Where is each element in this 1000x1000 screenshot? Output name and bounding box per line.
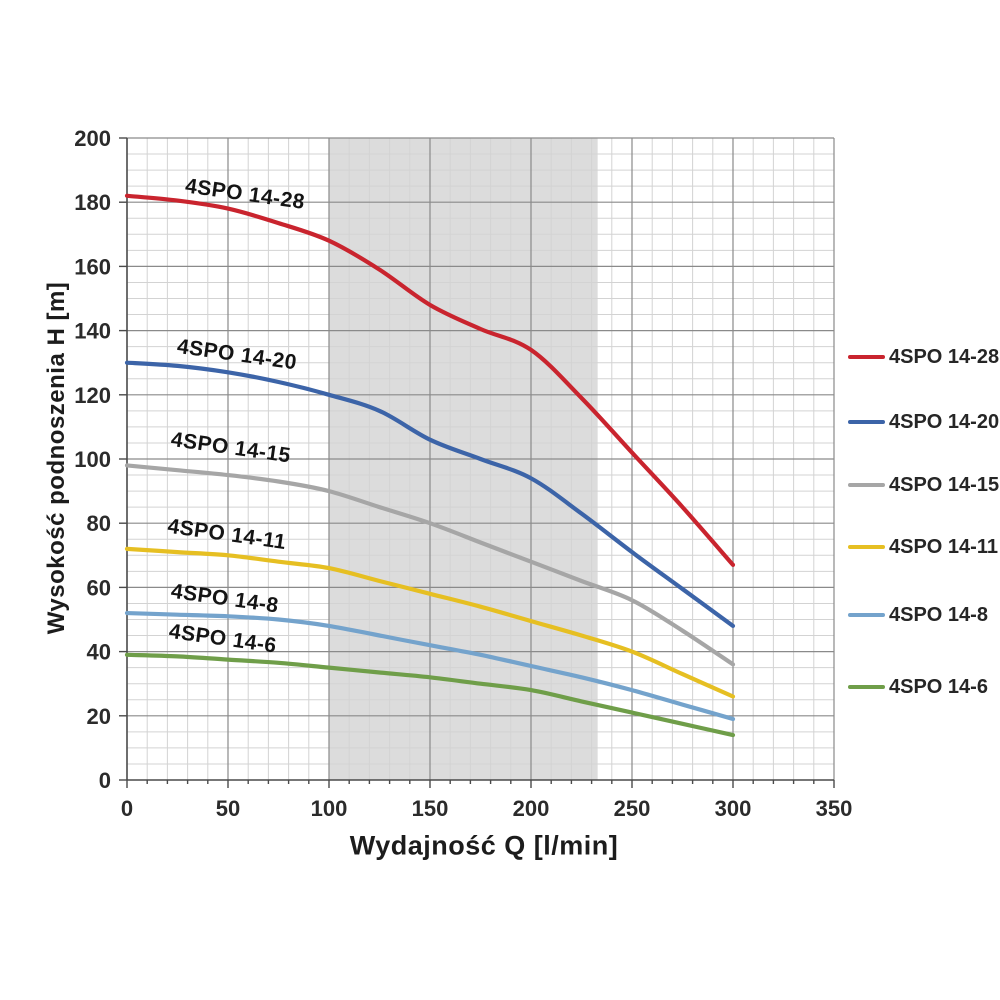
legend-label: 4SPO 14-6 — [889, 675, 988, 698]
x-axis-title: Wydajność Q [l/min] — [349, 830, 619, 861]
y-tick-label: 60 — [87, 575, 111, 600]
y-tick-label: 200 — [74, 126, 111, 151]
curve-label-4spo-14-8: 4SPO 14-8 — [170, 580, 281, 618]
curve-4spo-14-11 — [124, 546, 736, 699]
y-tick-label: 180 — [74, 190, 111, 215]
legend-swatch — [848, 355, 885, 359]
legend-swatch — [848, 483, 885, 487]
curve-label-4spo-14-11: 4SPO 14-11 — [166, 515, 287, 554]
x-tick-label: 300 — [715, 796, 752, 821]
y-tick-label: 100 — [74, 447, 111, 472]
legend-label: 4SPO 14-15 — [889, 473, 1000, 496]
legend-swatch — [848, 420, 885, 424]
x-tick-label: 350 — [816, 796, 853, 821]
legend-label: 4SPO 14-11 — [889, 535, 998, 558]
x-tick-label: 100 — [311, 796, 348, 821]
y-tick-label: 40 — [87, 640, 111, 665]
curve-4spo-14-28 — [124, 193, 736, 567]
y-tick-label: 140 — [74, 319, 111, 344]
x-tick-label: 50 — [216, 796, 240, 821]
legend-label: 4SPO 14-20 — [889, 410, 1000, 433]
curve-label-4spo-14-28: 4SPO 14-28 — [184, 174, 307, 214]
y-axis-title: Wysokość podnoszenia H [m] — [43, 281, 70, 635]
legend: 4SPO 14-28 4SPO 14-20 4SPO 14-15 4SPO 14-11… — [848, 0, 999, 1000]
legend-label: 4SPO 14-28 — [889, 345, 1000, 368]
y-tick-label: 80 — [87, 511, 111, 536]
curve-4spo-14-20 — [124, 360, 736, 628]
y-tick-label: 0 — [99, 768, 111, 793]
curve-4spo-14-6 — [124, 652, 736, 738]
y-tick-label: 160 — [74, 254, 111, 279]
x-tick-label: 250 — [614, 796, 651, 821]
x-tick-label: 200 — [513, 796, 550, 821]
curve-4spo-14-8 — [124, 610, 736, 722]
legend-item-4spo-14-15: 4SPO 14-15 — [848, 473, 999, 497]
legend-item-4spo-14-20: 4SPO 14-20 — [848, 410, 999, 434]
legend-swatch — [848, 685, 885, 689]
curve-4spo-14-15 — [124, 463, 736, 667]
legend-item-4spo-14-6: 4SPO 14-6 — [848, 675, 988, 699]
x-tick-label: 0 — [121, 796, 133, 821]
x-tick-label: 150 — [412, 796, 449, 821]
legend-swatch — [848, 613, 885, 617]
y-tick-label: 20 — [87, 704, 111, 729]
legend-label: 4SPO 14-8 — [889, 603, 988, 626]
legend-item-4spo-14-8: 4SPO 14-8 — [848, 603, 988, 627]
legend-item-4spo-14-11: 4SPO 14-11 — [848, 535, 998, 559]
legend-item-4spo-14-28: 4SPO 14-28 — [848, 345, 999, 369]
y-tick-label: 120 — [74, 383, 111, 408]
legend-swatch — [848, 545, 885, 549]
